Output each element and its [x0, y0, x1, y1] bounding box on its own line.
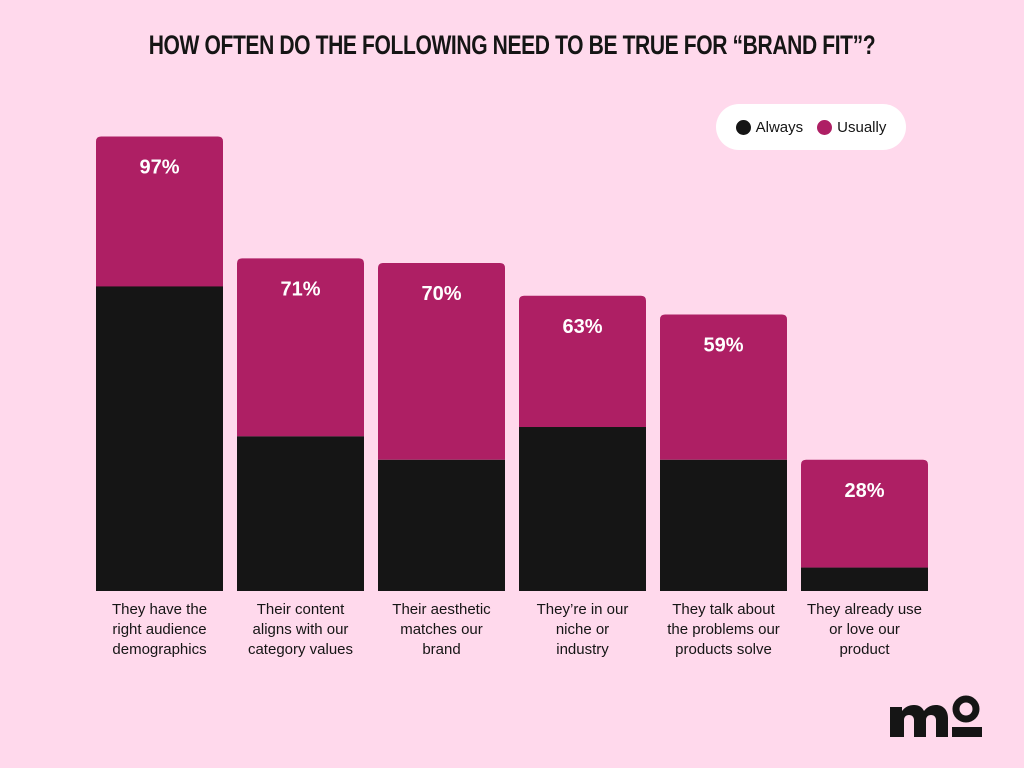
category-label-line: They’re in our: [536, 601, 629, 618]
bar-always-3: [378, 459, 505, 591]
category-label-line: Their content: [256, 601, 345, 618]
category-label-line: brand: [422, 641, 461, 658]
legend-swatch-always: [735, 119, 751, 135]
data-label-1: 97%: [139, 157, 179, 179]
category-label-line: aligns with our: [252, 621, 349, 638]
category-label-line: They already use: [806, 601, 923, 618]
category-label-line: They talk about: [672, 601, 775, 618]
category-label-line: right audience: [112, 621, 207, 638]
category-label-line: industry: [556, 641, 609, 658]
category-label-line: products solve: [675, 641, 772, 658]
category-label-line: matches our: [400, 621, 483, 638]
data-label-6: 28%: [844, 480, 884, 502]
bar-always-2: [237, 436, 364, 591]
bar-usually-1: [96, 136, 223, 287]
category-label-line: demographics: [112, 641, 207, 658]
bar-usually-2: [237, 258, 364, 437]
bar-always-5: [660, 459, 787, 591]
category-label-3: Their aesthetic matches our brand: [372, 600, 512, 660]
data-label-5: 59%: [703, 335, 743, 357]
mo-logo-icon: [890, 695, 982, 737]
category-label-line: Their aesthetic: [392, 601, 491, 618]
bar-usually-5: [660, 314, 787, 460]
category-label-line: product: [839, 641, 890, 658]
category-label-line: niche or: [555, 621, 610, 638]
bar-usually-3: [378, 263, 505, 460]
legend-swatch-usually: [817, 119, 833, 135]
category-label-line: category values: [247, 641, 354, 658]
category-label-4: They’re in our niche or industry: [513, 600, 653, 660]
legend-item-always: Always: [735, 118, 804, 136]
data-label-2: 71%: [280, 278, 320, 300]
brand-logo: [888, 693, 984, 744]
category-label-6: They already use or love our product: [795, 600, 935, 660]
category-label-5: They talk about the problems our products …: [654, 600, 794, 660]
category-label-line: the problems our: [667, 621, 780, 638]
legend-label-usually: Usually: [837, 118, 887, 136]
category-label-line: or love our: [829, 621, 900, 638]
bar-always-6: [801, 567, 928, 591]
legend: Always Usually: [716, 104, 906, 150]
category-label-line: They have the: [111, 601, 208, 618]
category-label-2: Their content aligns with our category val…: [231, 600, 371, 660]
bar-usually-4: [519, 295, 646, 428]
legend-item-usually: Usually: [817, 119, 886, 136]
category-label-1: They have the right audience demographics: [90, 600, 230, 660]
bar-always-1: [96, 286, 223, 591]
bar-usually-6: [801, 459, 928, 568]
legend-label-always: Always: [755, 118, 804, 136]
bar-always-4: [519, 427, 646, 591]
chart-title: HOW OFTEN DO THE FOLLOWING NEED TO BE TR…: [148, 30, 876, 60]
data-label-4: 63%: [562, 316, 602, 338]
data-label-3: 70%: [421, 283, 461, 305]
